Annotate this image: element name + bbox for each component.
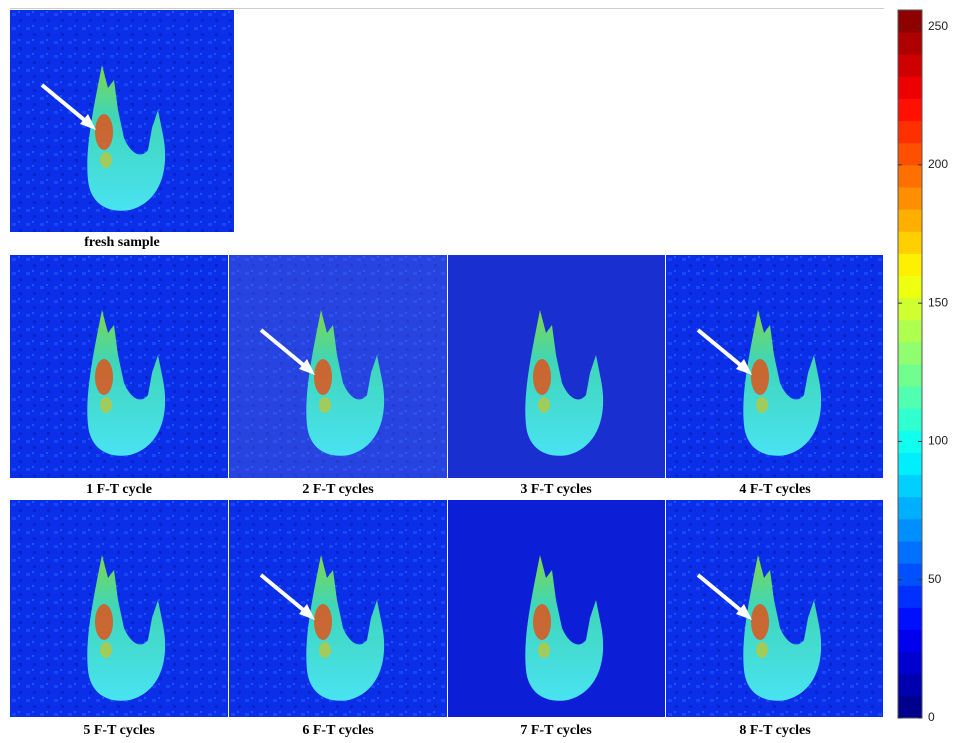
colorbar-band [898, 10, 922, 33]
colorbar-band [898, 607, 922, 630]
panel [666, 500, 883, 717]
colorbar-band [898, 320, 922, 343]
panel-label: 1 F-T cycle [86, 482, 152, 497]
panel [666, 255, 883, 478]
colorbar-band [898, 541, 922, 564]
colorbar-band [898, 99, 922, 122]
colorbar-band [898, 143, 922, 166]
panel-label: 4 F-T cycles [739, 482, 811, 497]
colorbar-band [898, 165, 922, 188]
colorbar-band [898, 209, 922, 232]
colorbar-band [898, 121, 922, 144]
panel-label: 2 F-T cycles [302, 482, 374, 497]
panel-label: 5 F-T cycles [83, 723, 155, 738]
colorbar-band [898, 342, 922, 365]
colorbar-tick-label: 200 [928, 157, 948, 171]
colorbar-tick-label: 250 [928, 19, 948, 33]
colorbar-tick-label: 50 [928, 572, 942, 586]
panel-label: 8 F-T cycles [739, 723, 811, 738]
colorbar-band [898, 187, 922, 210]
panel [448, 255, 665, 478]
colorbar: 0 50 100 150 200 250 [898, 10, 948, 724]
colorbar-band [898, 453, 922, 476]
panel-label: 6 F-T cycles [302, 723, 374, 738]
colorbar-band [898, 475, 922, 498]
panel-label: 7 F-T cycles [520, 723, 592, 738]
colorbar-band [898, 32, 922, 55]
panel [10, 10, 234, 232]
colorbar-band [898, 585, 922, 608]
colorbar-band [898, 696, 922, 719]
panel-label: 3 F-T cycles [520, 482, 592, 497]
colorbar-band [898, 630, 922, 653]
colorbar-band [898, 276, 922, 299]
panel [10, 255, 228, 478]
colorbar-band [898, 497, 922, 520]
panel-label: fresh sample [84, 235, 160, 250]
frame-line [10, 8, 884, 9]
colorbar-band [898, 253, 922, 276]
colorbar-band [898, 674, 922, 697]
colorbar-band [898, 54, 922, 77]
colorbar-band [898, 231, 922, 254]
colorbar-band [898, 519, 922, 542]
panel [448, 500, 665, 717]
panel [10, 500, 228, 717]
colorbar-band [898, 652, 922, 675]
colorbar-band [898, 563, 922, 586]
colorbar-tick-label: 100 [928, 434, 948, 448]
colorbar-band [898, 298, 922, 321]
colorbar-band [898, 364, 922, 387]
colorbar-tick-label: 0 [928, 710, 935, 724]
panel [229, 500, 447, 717]
panel [229, 255, 447, 478]
colorbar-band [898, 408, 922, 431]
colorbar-tick-label: 150 [928, 295, 948, 309]
colorbar-band [898, 386, 922, 409]
figure: fresh sample 1 F-T cycle 2 F-T cycles 3 … [0, 0, 953, 743]
colorbar-band [898, 76, 922, 99]
